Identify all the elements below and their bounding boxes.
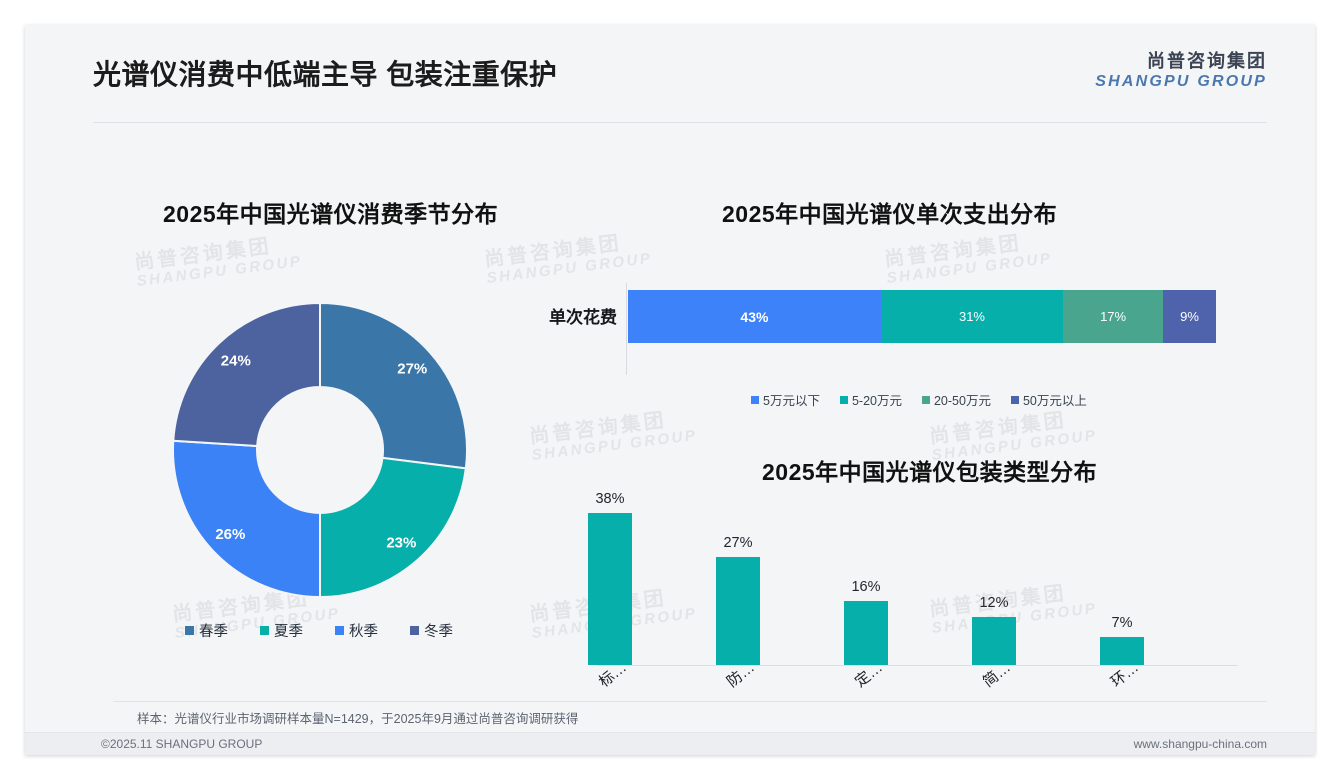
stacked-bar-segment[interactable]: 43% — [628, 290, 881, 343]
stacked-bar-segment[interactable]: 31% — [880, 290, 1064, 343]
footer-copyright: ©2025.11 SHANGPU GROUP — [101, 737, 263, 751]
donut-slice-label: 26% — [215, 526, 245, 543]
donut-chart: 27% 23% 26% 24% — [160, 290, 480, 610]
donut-legend-item[interactable]: 冬季 — [410, 620, 453, 641]
donut-chart-title: 2025年中国光谱仪消费季节分布 — [163, 201, 499, 227]
bar-column[interactable] — [1100, 637, 1144, 665]
donut-chart-legend: 春季 夏季 秋季 冬季 — [185, 620, 485, 641]
stacked-legend-item[interactable]: 5万元以下 — [751, 390, 820, 409]
page-title: 光谱仪消费中低端主导 包装注重保护 — [93, 59, 558, 90]
stacked-chart-axis — [626, 283, 627, 375]
stacked-segment-label: 17% — [1100, 309, 1127, 324]
brand-logo: 尚普咨询集团 SHANGPU GROUP — [1095, 50, 1267, 92]
donut-legend-item[interactable]: 春季 — [185, 620, 228, 641]
stacked-bar-segment[interactable]: 17% — [1063, 290, 1164, 343]
sample-note: 样本：光谱仪行业市场调研样本量N=1429，于2025年9月通过尚普咨询调研获得 — [137, 712, 579, 726]
slide-footer — [25, 732, 1315, 755]
stacked-chart-legend: 5万元以下 5-20万元 20-50万元 50万元以上 — [751, 390, 1107, 409]
stacked-segment-label: 31% — [958, 309, 985, 324]
bar-value-label: 16% — [851, 579, 881, 595]
donut-hole — [257, 387, 383, 513]
bar-value-label: 27% — [723, 535, 753, 551]
donut-legend-label: 冬季 — [424, 624, 453, 640]
bar-column[interactable] — [844, 601, 888, 665]
logo-english-text: SHANGPU GROUP — [1095, 73, 1267, 90]
bar-chart-axis-line — [598, 665, 1238, 666]
stacked-legend-label: 5-20万元 — [851, 394, 902, 408]
slide-header: 光谱仪消费中低端主导 包装注重保护 尚普咨询集团 SHANGPU GROUP — [25, 25, 1315, 123]
logo-chinese-text: 尚普咨询集团 — [1147, 51, 1267, 71]
bar-value-label: 7% — [1111, 615, 1133, 631]
donut-legend-label: 秋季 — [349, 624, 378, 640]
donut-chart-svg: 27% 23% 26% 24% — [172, 301, 468, 599]
legend-swatch-icon — [185, 626, 194, 635]
legend-swatch-icon — [839, 395, 848, 404]
stacked-legend-label: 20-50万元 — [933, 394, 991, 408]
bar-column[interactable] — [716, 557, 760, 665]
donut-legend-item[interactable]: 秋季 — [335, 620, 378, 641]
footer-website: www.shangpu-china.com — [1133, 737, 1267, 751]
donut-legend-label: 春季 — [199, 624, 228, 640]
stacked-bar: 43% 31% 17% 9% — [628, 290, 1216, 343]
bar-chart-title: 2025年中国光谱仪包装类型分布 — [762, 459, 1098, 485]
stacked-legend-item[interactable]: 20-50万元 — [921, 390, 991, 409]
donut-slice-label: 24% — [221, 352, 251, 369]
legend-swatch-icon — [921, 395, 930, 404]
legend-swatch-icon — [410, 626, 419, 635]
donut-legend-label: 夏季 — [274, 624, 303, 640]
stacked-legend-item[interactable]: 50万元以上 — [1010, 390, 1087, 409]
stacked-legend-label: 5万元以下 — [763, 394, 820, 408]
header-divider — [93, 122, 1267, 123]
stacked-segment-label: 9% — [1180, 309, 1199, 324]
bar-value-label: 38% — [595, 491, 625, 507]
bar-chart-plot: 38% 27% 16% 12% 7% — [588, 491, 1238, 665]
note-divider — [113, 701, 1267, 702]
legend-swatch-icon — [1010, 395, 1019, 404]
stacked-legend-item[interactable]: 5-20万元 — [839, 390, 902, 409]
stacked-row-label: 单次花费 — [549, 308, 617, 327]
donut-legend-item[interactable]: 夏季 — [260, 620, 303, 641]
stacked-bar-segment[interactable]: 9% — [1163, 290, 1216, 343]
donut-slice-label: 27% — [397, 361, 427, 378]
stacked-legend-label: 50万元以上 — [1022, 394, 1087, 408]
legend-swatch-icon — [751, 395, 759, 404]
legend-swatch-icon — [260, 626, 269, 635]
stacked-chart-title: 2025年中国光谱仪单次支出分布 — [722, 201, 1058, 227]
donut-slice-label: 23% — [386, 534, 416, 551]
stacked-segment-label: 43% — [740, 308, 769, 325]
slide: 尚普咨询集团 SHANGPU GROUP 尚普咨询集团 SHANGPU GROUP … — [25, 25, 1315, 755]
legend-swatch-icon — [335, 626, 344, 635]
bar-column[interactable] — [588, 513, 632, 665]
bar-value-label: 12% — [979, 595, 1009, 611]
bar-column[interactable] — [972, 617, 1016, 665]
